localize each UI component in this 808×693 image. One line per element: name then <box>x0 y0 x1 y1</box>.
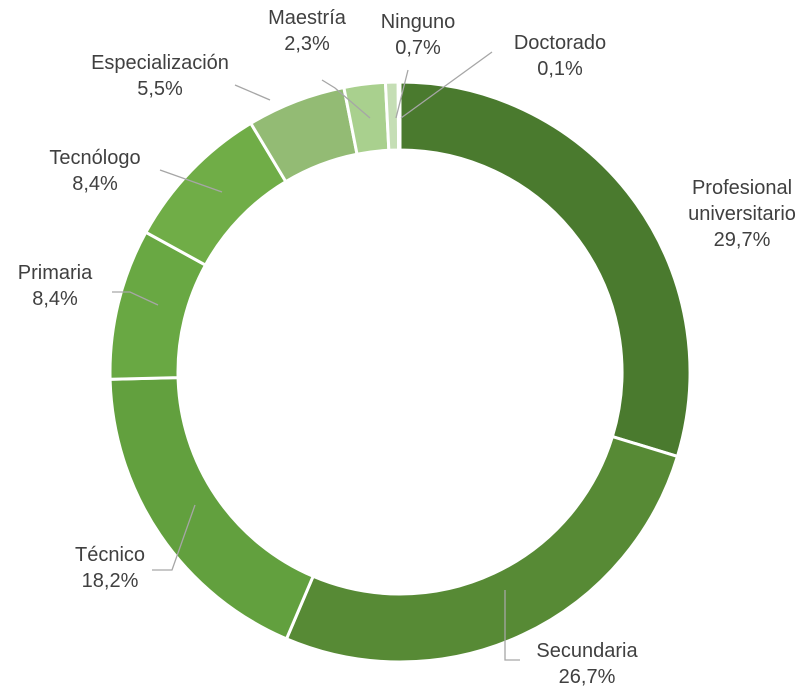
category-label: Especialización <box>91 52 229 74</box>
value-label: 0,7% <box>395 37 441 59</box>
leader-line <box>504 590 520 661</box>
slice-label: Doctorado 0,1% <box>514 30 606 82</box>
value-label: 18,2% <box>81 570 139 592</box>
donut-slice <box>284 434 680 664</box>
value-label: 2,3% <box>284 33 330 55</box>
slice-label: Especialización 5,5% <box>91 50 229 102</box>
category-label: Tecnólogo <box>49 147 141 169</box>
donut-slice <box>396 80 402 152</box>
donut-slice <box>398 80 692 459</box>
slice-label: Tecnólogo 8,4% <box>49 145 140 197</box>
slice-label: Ninguno 0,7% <box>381 9 456 61</box>
leader-line <box>159 169 223 193</box>
slice-label: Profesional universitario 29,7% <box>662 175 808 253</box>
category-label: Primaria <box>17 262 93 284</box>
slice-label: Técnico 18,2% <box>75 542 145 594</box>
value-label: 8,4% <box>72 173 118 195</box>
leader-line <box>395 69 409 119</box>
leader-line <box>400 51 493 119</box>
value-label: 26,7% <box>558 666 616 688</box>
slice-label: Primaria 8,4% <box>18 260 92 312</box>
category-label: Maestría <box>268 7 346 29</box>
category-label: Profesional universitario <box>688 177 796 225</box>
category-label: Doctorado <box>513 32 607 54</box>
leader-line <box>321 79 371 119</box>
donut-slice <box>108 376 316 641</box>
value-label: 29,7% <box>713 229 771 251</box>
category-label: Técnico <box>74 544 146 566</box>
value-label: 8,4% <box>32 288 78 310</box>
category-label: Secundaria <box>536 640 638 662</box>
value-label: 0,1% <box>537 58 583 80</box>
category-label: Ninguno <box>380 11 456 33</box>
leader-line <box>112 291 159 306</box>
slice-label: Secundaria 26,7% <box>536 638 637 690</box>
leader-line <box>234 84 271 101</box>
value-label: 5,5% <box>137 78 183 100</box>
leader-line <box>152 504 196 571</box>
slice-label: Maestría 2,3% <box>268 5 346 57</box>
